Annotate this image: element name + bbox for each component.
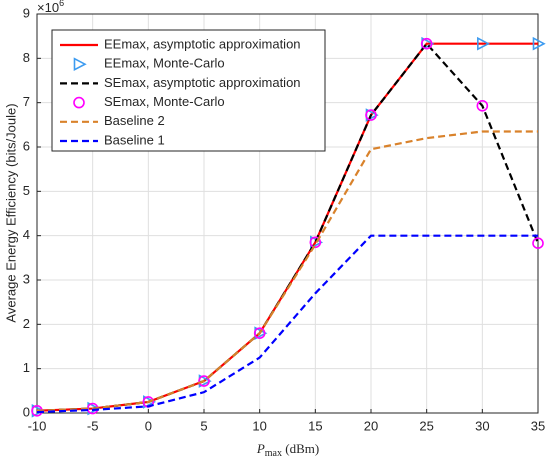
legend-label: SEmax, Monte-Carlo (104, 94, 225, 109)
marker (477, 36, 491, 51)
legend-label: EEmax, Monte-Carlo (104, 56, 225, 71)
x-tick-label: 30 (475, 418, 489, 433)
x-tick-label: -5 (87, 418, 99, 433)
marker (309, 236, 322, 249)
y-tick-label: 1 (23, 360, 30, 375)
y-tick-label: 5 (23, 183, 30, 198)
marker (198, 375, 210, 387)
y-tick-label: 7 (23, 94, 30, 109)
marker (420, 37, 433, 50)
x-tick-label: 25 (419, 418, 433, 433)
y-tick-label: 6 (23, 138, 30, 153)
marker (476, 99, 489, 112)
legend-marker (73, 96, 85, 109)
x-axis-label: Pmax (dBm) (256, 441, 319, 459)
series-line (36, 234, 538, 414)
y-tick-label: 2 (23, 316, 30, 331)
series-line (36, 130, 538, 412)
x-tick-label: 20 (364, 418, 378, 433)
legend-marker (73, 57, 87, 72)
legend-label: Baseline 1 (104, 132, 165, 147)
y-axis-label: Average Energy Efficiency (bits/Joule) (3, 103, 18, 322)
x-tick-label: -10 (28, 418, 47, 433)
legend-label: Baseline 2 (104, 113, 165, 128)
marker (532, 237, 544, 250)
marker (365, 109, 377, 121)
y-tick-label: 4 (23, 227, 30, 242)
x-tick-label: 15 (308, 418, 322, 433)
y-tick-label: 3 (23, 271, 30, 286)
y-multiplier: ×106 (37, 0, 64, 15)
legend-box (51, 29, 326, 152)
axes-box (36, 13, 539, 414)
x-tick-label: 5 (200, 418, 207, 433)
y-tick-label: 0 (23, 404, 30, 419)
marker (532, 36, 546, 51)
marker (253, 327, 266, 340)
x-tick-label: 10 (252, 418, 266, 433)
x-tick-label: 0 (145, 418, 152, 433)
legend-label: EEmax, asymptotic approximation (104, 36, 301, 51)
y-tick-label: 8 (23, 50, 30, 65)
x-tick-label: 35 (531, 418, 545, 433)
legend-label: SEmax, asymptotic approximation (104, 75, 301, 90)
y-tick-label: 9 (23, 5, 30, 20)
